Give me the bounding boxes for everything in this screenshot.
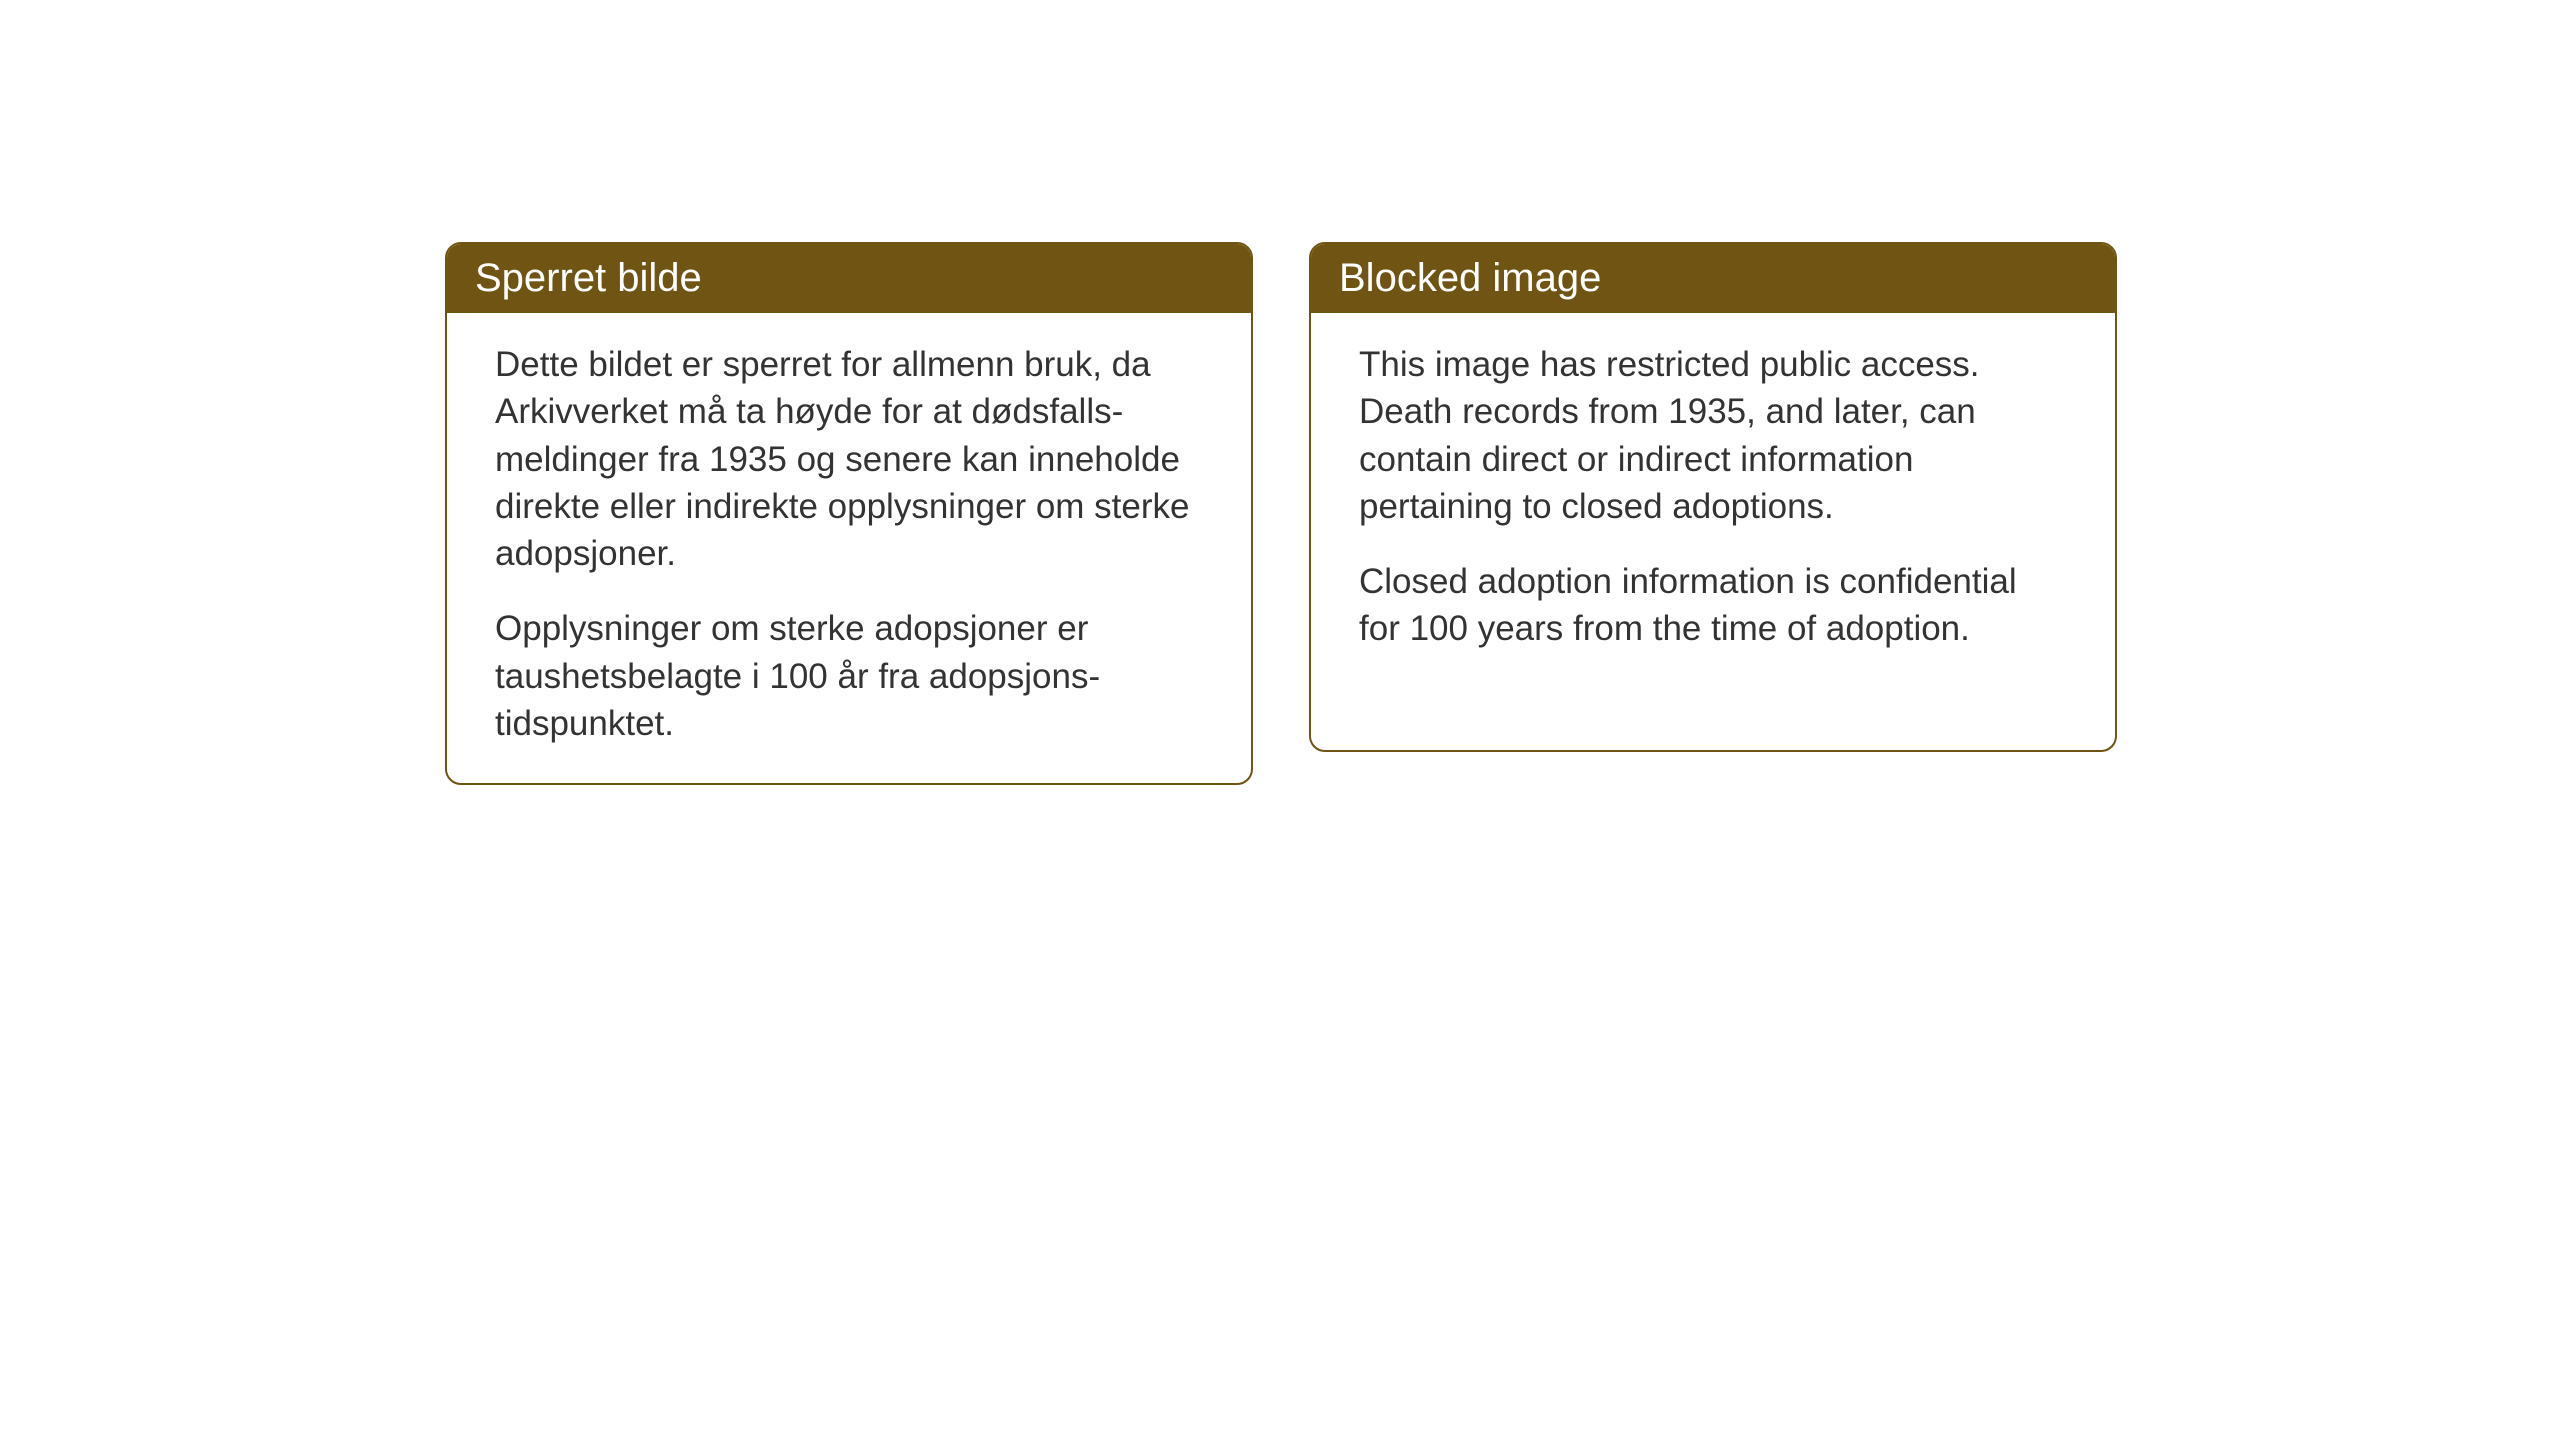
card-paragraph: This image has restricted public access.… bbox=[1359, 341, 2067, 530]
card-body-english: This image has restricted public access.… bbox=[1311, 313, 2115, 689]
card-header-norwegian: Sperret bilde bbox=[447, 244, 1251, 313]
cards-container: Sperret bilde Dette bildet er sperret fo… bbox=[445, 242, 2117, 785]
card-body-norwegian: Dette bildet er sperret for allmenn bruk… bbox=[447, 313, 1251, 783]
blocked-image-card-english: Blocked image This image has restricted … bbox=[1309, 242, 2117, 752]
card-paragraph: Dette bildet er sperret for allmenn bruk… bbox=[495, 341, 1203, 577]
card-header-english: Blocked image bbox=[1311, 244, 2115, 313]
card-paragraph: Closed adoption information is confident… bbox=[1359, 558, 2067, 653]
card-paragraph: Opplysninger om sterke adopsjoner er tau… bbox=[495, 605, 1203, 747]
blocked-image-card-norwegian: Sperret bilde Dette bildet er sperret fo… bbox=[445, 242, 1253, 785]
